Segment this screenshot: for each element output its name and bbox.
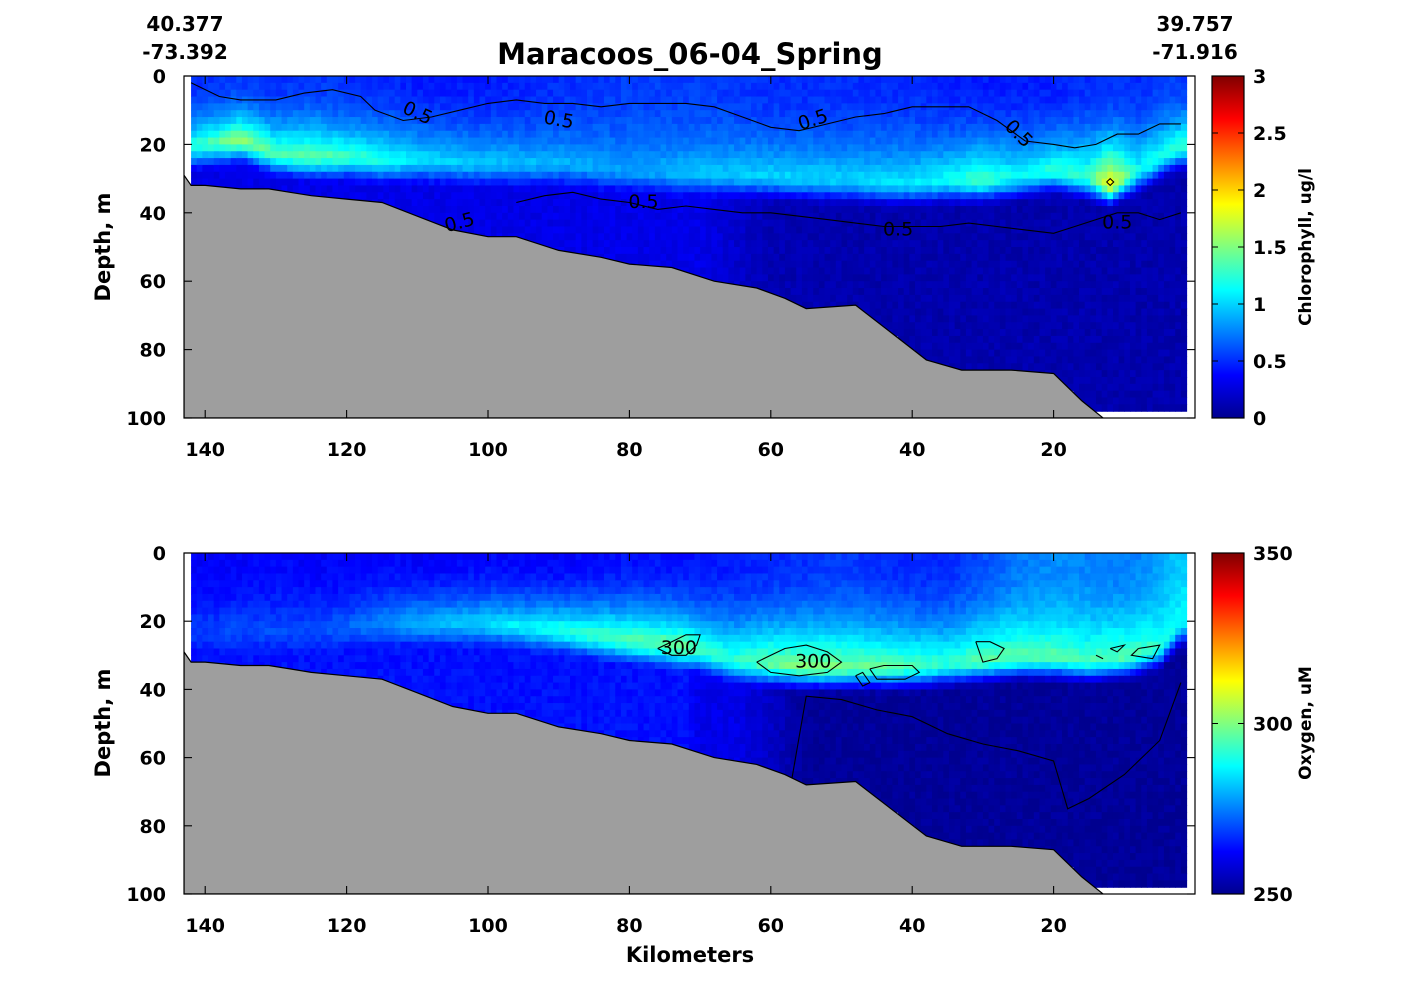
y-tick-label: 60 [140, 271, 166, 293]
oxygen-y-axis-label: Depth, m [91, 669, 115, 778]
oxygen-panel: 300 300 140 120 100 80 60 40 20 0 20 40 60 80 100 Dep… [91, 543, 1316, 937]
y-tick-label: 80 [140, 816, 166, 838]
seafloor-bathymetry [184, 650, 1105, 894]
contour-line-300 [1109, 644, 1127, 653]
chlorophyll-field [191, 76, 1188, 412]
contour-line-300 [1095, 654, 1104, 660]
x-tick-label: 120 [327, 439, 367, 461]
y-tick-label: 100 [126, 408, 166, 430]
x-tick-label: 80 [616, 439, 642, 461]
chlorophyll-colorbar-label: Chlorophyll, ug/l [1296, 168, 1316, 326]
contour-label: 0.5 [628, 191, 658, 213]
contour-line-2 [1106, 177, 1115, 187]
x-tick-label: 40 [899, 439, 925, 461]
contour-label: 0.5 [542, 107, 576, 134]
y-tick-label: 0 [153, 543, 166, 565]
contour-line-255 [791, 682, 1182, 810]
contour-line-300 [657, 634, 701, 656]
contour-line-0.5 [190, 82, 1181, 149]
colorbar-tick-label: 250 [1253, 884, 1293, 906]
oxygen-field [191, 553, 1188, 888]
end-latitude: 39.757 [1156, 12, 1233, 36]
figure-title: Maracoos_06-04_Spring [497, 37, 883, 71]
colorbar-tick-label: 2.5 [1253, 123, 1287, 145]
chlorophyll-panel: 0.5 0.5 0.5 0.50.50.50.5 0.5 140 120 100 80 60 40… [91, 66, 1316, 461]
x-tick-label: 60 [758, 439, 784, 461]
start-longitude: -73.392 [142, 40, 227, 64]
oxygen-plot-area: 300 300 [184, 553, 1195, 894]
x-tick-label: 100 [468, 439, 508, 461]
colorbar-tick-label: 0 [1253, 408, 1266, 430]
colorbar-tick-label: 300 [1253, 714, 1293, 736]
x-tick-label: 120 [327, 915, 367, 937]
y-tick-label: 40 [140, 203, 166, 225]
oxygen-axes-frame [183, 552, 1196, 895]
x-tick-label: 60 [758, 915, 784, 937]
contour-line-300 [1130, 644, 1161, 660]
y-tick-label: 80 [140, 340, 166, 362]
contour-line-0.5 [516, 191, 1182, 234]
x-tick-label: 20 [1040, 439, 1066, 461]
contour-line-300 [869, 664, 921, 680]
contour-label: 0.5 [883, 218, 913, 240]
colorbar-tick-label: 350 [1253, 543, 1293, 565]
oxygen-axis-ticks: 140 120 100 80 60 40 20 0 20 40 60 80 100 [126, 543, 1195, 937]
y-tick-label: 20 [140, 611, 166, 633]
x-tick-label: 20 [1040, 915, 1066, 937]
colorbar-tick-label: 3 [1253, 66, 1266, 88]
chlorophyll-plot-area: 0.5 0.5 0.5 0.50.50.50.5 0.5 [184, 76, 1195, 418]
chlorophyll-axes-frame [183, 75, 1196, 419]
contour-line-300 [756, 644, 843, 677]
oxygen-colorbar-label: Oxygen, uM [1296, 666, 1316, 780]
y-tick-label: 0 [153, 66, 166, 88]
chlorophyll-colorbar-ticks: 0 0.5 1 1.5 2 2.5 3 [1212, 66, 1287, 430]
colorbar-tick-label: 1 [1253, 294, 1266, 316]
contour-label: 300 [795, 651, 831, 673]
colorbar-tick-label: 2 [1253, 180, 1266, 202]
x-tick-label: 100 [468, 915, 508, 937]
contour-line-300 [855, 671, 871, 687]
x-tick-label: 40 [899, 915, 925, 937]
colorbar-tick-label: 0.5 [1253, 351, 1287, 373]
colorbar-tick-label: 1.5 [1253, 237, 1287, 259]
seafloor-bathymetry [184, 174, 1105, 418]
x-tick-label: 80 [616, 915, 642, 937]
chlorophyll-axis-ticks: 140 120 100 80 60 40 20 0 20 40 60 80 100 [126, 66, 1195, 461]
x-tick-label: 140 [185, 439, 225, 461]
y-tick-label: 40 [140, 679, 166, 701]
x-axis-label: Kilometers [626, 943, 754, 967]
x-tick-label: 140 [185, 915, 225, 937]
end-longitude: -71.916 [1152, 40, 1237, 64]
y-tick-label: 20 [140, 134, 166, 156]
oxygen-colorbar-ticks: 250 300 350 [1212, 543, 1293, 906]
y-tick-label: 100 [126, 884, 166, 906]
y-tick-label: 60 [140, 748, 166, 770]
contour-line-300 [975, 641, 1005, 663]
contour-label: 300 [661, 637, 697, 659]
chlorophyll-y-axis-label: Depth, m [91, 193, 115, 302]
start-latitude: 40.377 [146, 12, 223, 36]
contour-label: 0.5 [1102, 212, 1132, 234]
